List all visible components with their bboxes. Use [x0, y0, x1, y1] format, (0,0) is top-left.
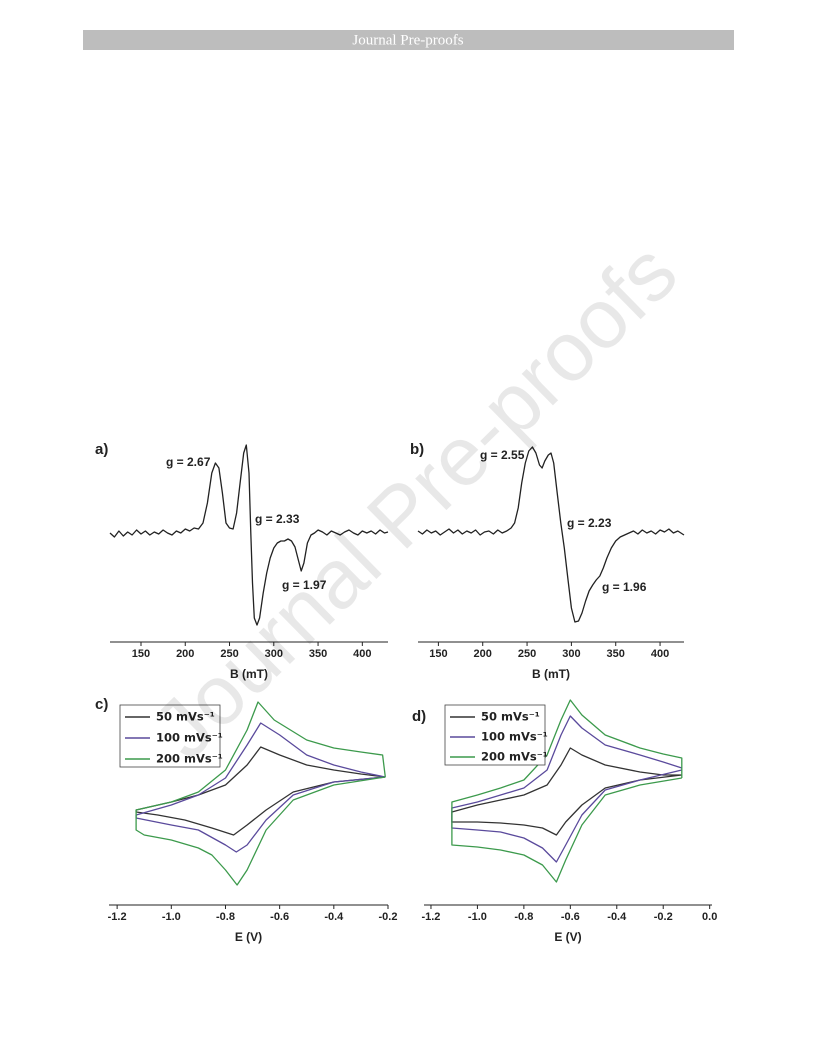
- panel-label: a): [95, 441, 108, 458]
- x-tick-label: -0.2: [654, 911, 673, 923]
- legend-box: [119, 704, 221, 768]
- g-value-annotation: g = 1.96: [602, 580, 647, 594]
- x-tick-label: 300: [562, 648, 580, 660]
- data-line: [451, 699, 683, 883]
- x-tick-label: -0.4: [324, 911, 344, 923]
- watermark: Journal Pre-proofs: [136, 224, 695, 775]
- x-tick-label: -0.8: [514, 911, 533, 923]
- x-tick-label: 0.0: [702, 911, 717, 923]
- x-axis-title: B (mT): [532, 667, 570, 681]
- figure: 150 200 250 300 350 400 B (mT) a) g = 2.67 g = 2.…: [95, 441, 717, 944]
- legend-label: 50 mVs⁻¹: [481, 710, 540, 724]
- data-line: [135, 701, 386, 886]
- x-tick-label: -0.2: [379, 911, 398, 923]
- x-tick-label: -0.6: [561, 911, 580, 923]
- g-value-annotation: g = 1.97: [282, 578, 327, 592]
- x-tick-label: 300: [265, 648, 283, 660]
- x-tick-label: 350: [607, 648, 625, 660]
- header-bar: [83, 30, 734, 50]
- x-tick-label: -1.2: [108, 911, 127, 923]
- legend-label: 200 mVs⁻¹: [156, 752, 223, 766]
- x-tick-label: 200: [474, 648, 492, 660]
- header-title: Journal Pre-proofs: [352, 32, 463, 48]
- x-tick-label: -0.6: [270, 911, 289, 923]
- x-tick-label: -1.0: [468, 911, 487, 923]
- x-tick-label: 200: [176, 648, 194, 660]
- legend-label: 100 mVs⁻¹: [481, 730, 548, 744]
- legend-label: 50 mVs⁻¹: [156, 710, 215, 724]
- legend-label: 200 mVs⁻¹: [481, 750, 548, 764]
- g-value-annotation: g = 2.33: [255, 512, 300, 526]
- x-tick-label: -1.2: [421, 911, 440, 923]
- data-line: [417, 446, 685, 623]
- panel-label: c): [95, 696, 108, 713]
- x-tick-label: 400: [353, 648, 371, 660]
- x-axis-title: B (mT): [230, 667, 268, 681]
- x-tick-label: -1.0: [162, 911, 181, 923]
- x-axis-title: E (V): [554, 930, 581, 944]
- x-tick-label: 250: [220, 648, 238, 660]
- data-line: [109, 444, 389, 626]
- x-tick-label: -0.4: [607, 911, 627, 923]
- x-tick-label: -0.8: [216, 911, 235, 923]
- g-value-annotation: g = 2.55: [480, 448, 525, 462]
- x-tick-label: 150: [429, 648, 447, 660]
- x-tick-label: 400: [651, 648, 669, 660]
- g-value-annotation: g = 2.23: [567, 516, 612, 530]
- x-axis-title: E (V): [235, 930, 262, 944]
- x-tick-label: 250: [518, 648, 536, 660]
- panel-label: d): [412, 708, 426, 725]
- legend-label: 100 mVs⁻¹: [156, 731, 223, 745]
- legend-box: [444, 704, 546, 766]
- g-value-annotation: g = 2.67: [166, 455, 211, 469]
- x-tick-label: 150: [132, 648, 150, 660]
- panel-label: b): [410, 441, 424, 458]
- x-tick-label: 350: [309, 648, 327, 660]
